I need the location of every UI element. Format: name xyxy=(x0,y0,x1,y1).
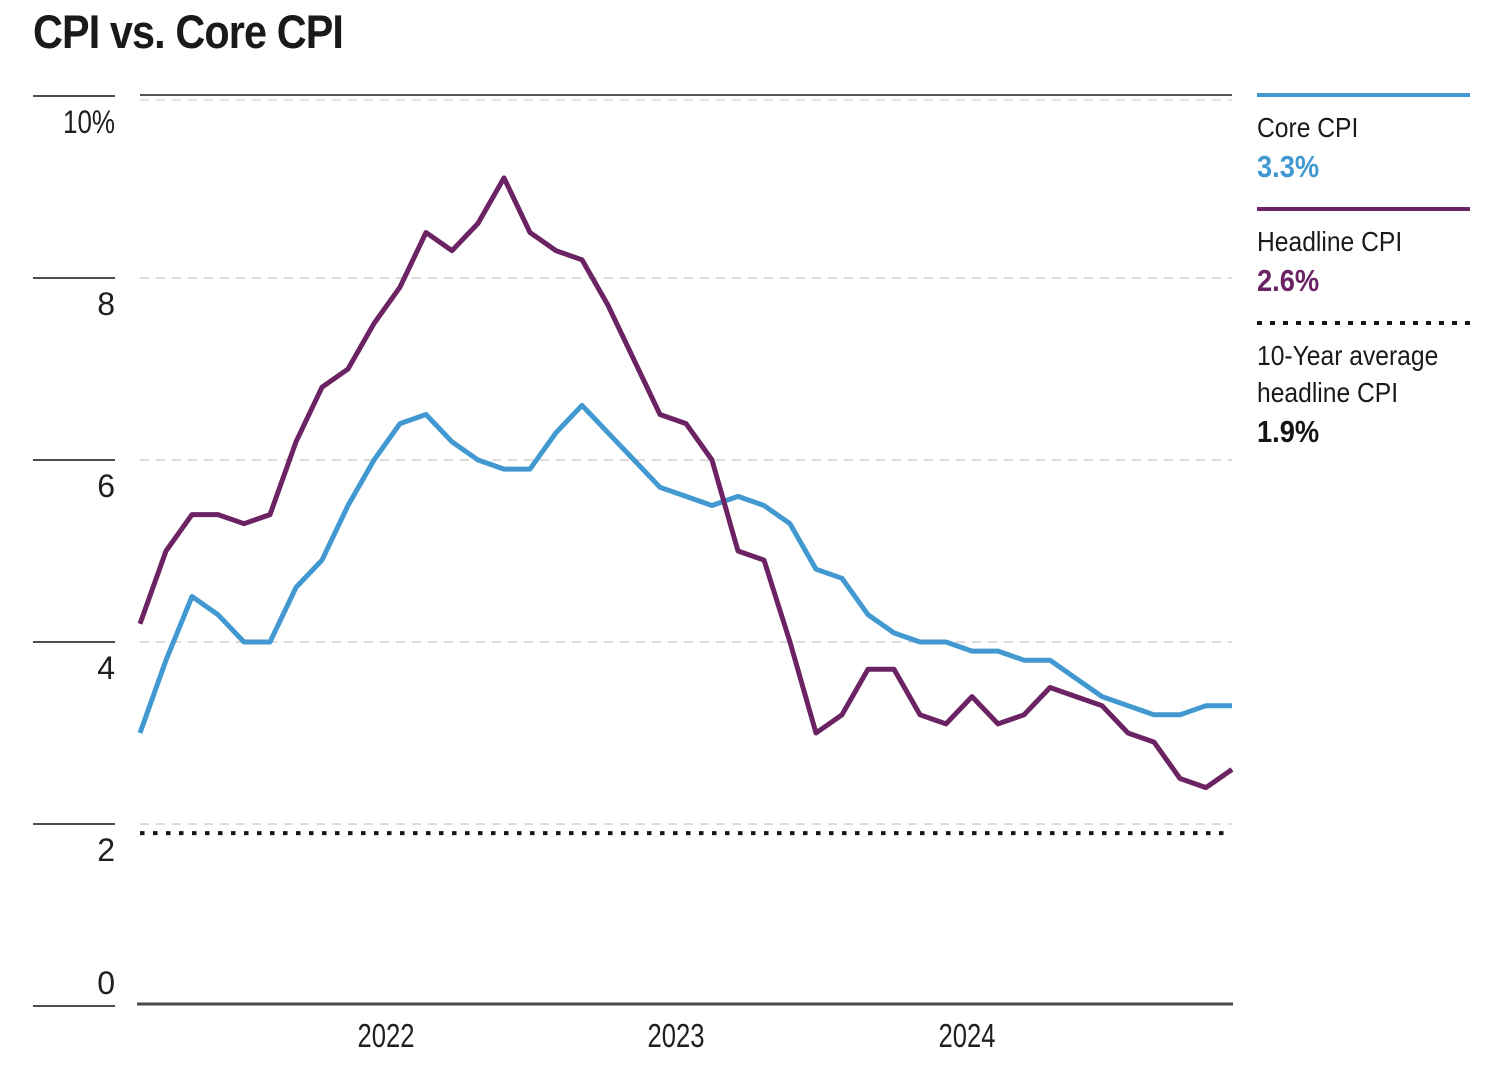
chart-title: CPI vs. Core CPI xyxy=(33,5,344,58)
core-cpi-line-swatch xyxy=(1257,93,1470,97)
x-year-label-2022: 2022 xyxy=(358,1017,415,1054)
x-year-label-2023: 2023 xyxy=(648,1017,705,1054)
chart-legend: Core CPI 3.3% Headline CPI 2.6% 10-Year … xyxy=(1257,93,1470,472)
y-tick-label-8: 8 xyxy=(97,286,115,322)
y-tick-label-0: 0 xyxy=(97,965,115,1001)
legend-item-headline-cpi: Headline CPI 2.6% xyxy=(1257,207,1470,300)
legend-value-core-cpi: 3.3% xyxy=(1257,149,1320,184)
legend-label-core-cpi: Core CPI xyxy=(1257,112,1359,143)
y-tick-label-2: 2 xyxy=(97,832,115,868)
average-line-swatch xyxy=(1257,321,1470,325)
legend-label-headline-cpi: Headline CPI xyxy=(1257,226,1403,257)
legend-item-core-cpi: Core CPI 3.3% xyxy=(1257,93,1470,186)
legend-value-headline-cpi: 2.6% xyxy=(1257,263,1320,298)
headline-cpi-line-swatch xyxy=(1257,207,1470,211)
x-year-label-2024: 2024 xyxy=(939,1017,996,1054)
legend-item-10yr-average: 10-Year average headline CPI 1.9% xyxy=(1257,321,1470,451)
y-tick-label-6: 6 xyxy=(97,468,115,504)
headline-cpi-line xyxy=(137,175,1234,791)
y-tick-label-10: 10% xyxy=(63,104,115,140)
legend-label-10yr-average: 10-Year average headline CPI xyxy=(1257,340,1439,408)
legend-value-10yr-average: 1.9% xyxy=(1257,414,1320,449)
core-cpi-line xyxy=(137,402,1232,734)
y-tick-label-4: 4 xyxy=(97,650,115,686)
